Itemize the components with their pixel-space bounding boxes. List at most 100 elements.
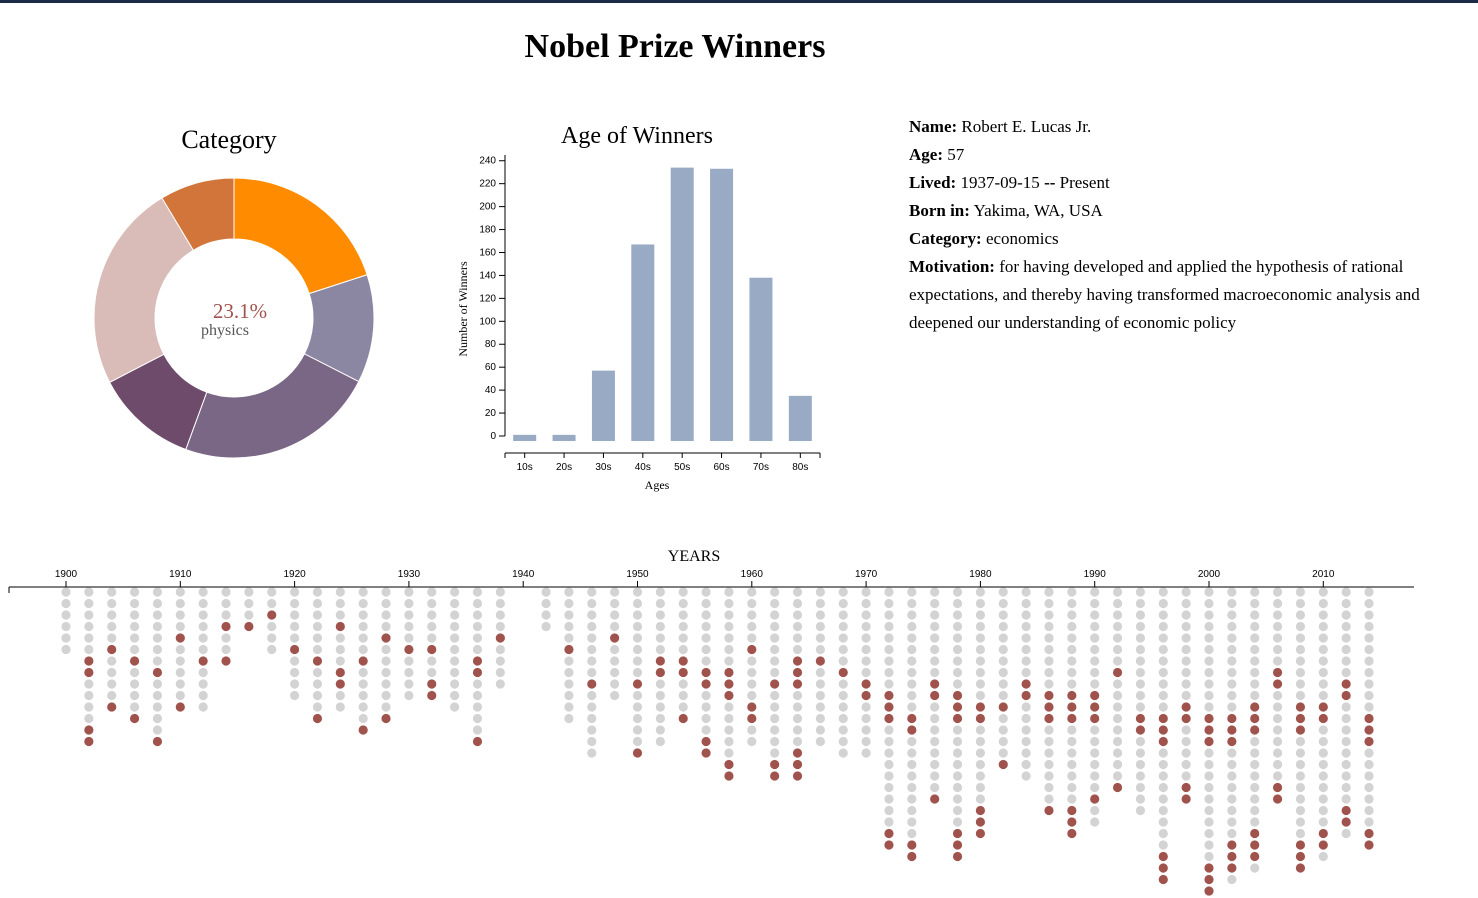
timeline-dot-1900-4[interactable] xyxy=(61,633,71,643)
timeline-dot-1928-10[interactable] xyxy=(381,702,391,712)
timeline-dot-1966-7[interactable] xyxy=(815,667,825,678)
timeline-dot-1972-3[interactable] xyxy=(884,621,894,632)
timeline-dot-2014-10[interactable] xyxy=(1364,702,1374,712)
timeline-dot-1994-18[interactable] xyxy=(1135,794,1146,804)
timeline-dot-1992-6[interactable] xyxy=(1112,656,1123,666)
timeline-dot-1966-12[interactable] xyxy=(815,725,825,735)
timeline-dot-1976-7[interactable] xyxy=(930,667,940,678)
timeline-dot-1988-11[interactable] xyxy=(1067,713,1077,724)
timeline-dot-1902-8[interactable] xyxy=(84,679,94,689)
timeline-dot-1970-11[interactable] xyxy=(861,713,871,724)
timeline-dot-1988-9[interactable] xyxy=(1067,690,1077,701)
timeline-dot-1980-6[interactable] xyxy=(975,656,986,666)
timeline-dot-1958-2[interactable] xyxy=(724,610,734,620)
timeline-dot-2006-17[interactable] xyxy=(1272,782,1283,793)
timeline-dot-1920-6[interactable] xyxy=(290,656,300,666)
timeline-dot-1982-14[interactable] xyxy=(998,748,1008,758)
timeline-dot-2004-24[interactable] xyxy=(1250,863,1260,873)
timeline-dot-2014-18[interactable] xyxy=(1364,794,1374,804)
timeline-dot-1932-7[interactable] xyxy=(427,667,437,678)
timeline-dot-1912-2[interactable] xyxy=(198,610,208,620)
timeline-dot-1990-15[interactable] xyxy=(1090,759,1100,770)
timeline-dot-1996-23[interactable] xyxy=(1158,851,1168,862)
timeline-dot-1952-3[interactable] xyxy=(655,621,665,632)
timeline-dot-1926-2[interactable] xyxy=(358,610,368,620)
timeline-dot-1962-5[interactable] xyxy=(770,644,780,655)
donut-slice-5[interactable] xyxy=(161,177,235,251)
histogram-bar-10s[interactable] xyxy=(513,434,537,441)
timeline-dot-1974-17[interactable] xyxy=(907,782,917,793)
timeline-dot-1952-4[interactable] xyxy=(655,633,665,643)
timeline-dot-1944-10[interactable] xyxy=(564,702,574,712)
timeline-dot-1946-6[interactable] xyxy=(587,656,597,666)
timeline-dot-2010-10[interactable] xyxy=(1318,702,1328,712)
timeline-dot-1942-1[interactable] xyxy=(541,598,551,609)
timeline-dot-1950-1[interactable] xyxy=(632,598,643,609)
timeline-dot-1994-17[interactable] xyxy=(1135,782,1146,793)
timeline-dot-1960-10[interactable] xyxy=(747,702,757,712)
timeline-dot-2008-8[interactable] xyxy=(1295,679,1306,689)
timeline-dot-2010-16[interactable] xyxy=(1318,771,1328,781)
timeline-dot-1906-9[interactable] xyxy=(129,690,140,701)
timeline-dot-1992-3[interactable] xyxy=(1112,621,1123,632)
timeline-dot-1920-2[interactable] xyxy=(290,610,300,620)
timeline-dot-2006-0[interactable] xyxy=(1272,587,1283,597)
timeline-dot-2012-17[interactable] xyxy=(1341,782,1351,793)
timeline-dot-1920-7[interactable] xyxy=(290,667,300,678)
timeline-dot-2014-6[interactable] xyxy=(1364,656,1374,666)
timeline-dot-1964-15[interactable] xyxy=(792,759,803,770)
timeline-dot-2014-4[interactable] xyxy=(1364,633,1374,643)
timeline-dot-1950-12[interactable] xyxy=(632,725,643,735)
timeline-dot-1924-8[interactable] xyxy=(335,679,345,689)
histogram-bar-30s[interactable] xyxy=(591,370,615,441)
timeline-dot-2002-25[interactable] xyxy=(1227,874,1237,885)
timeline-dot-2002-19[interactable] xyxy=(1227,805,1237,816)
timeline-dot-2014-20[interactable] xyxy=(1364,817,1374,827)
timeline-dot-2006-12[interactable] xyxy=(1272,725,1283,735)
timeline-dot-1964-5[interactable] xyxy=(792,644,803,655)
timeline-dot-2002-4[interactable] xyxy=(1227,633,1237,643)
timeline-dot-1904-8[interactable] xyxy=(107,679,117,689)
timeline-dot-1914-0[interactable] xyxy=(221,587,231,597)
timeline-dot-1984-14[interactable] xyxy=(1021,748,1031,758)
timeline-dot-1968-7[interactable] xyxy=(838,667,848,678)
timeline-dot-2004-1[interactable] xyxy=(1250,598,1260,609)
timeline-dot-1986-9[interactable] xyxy=(1044,690,1054,701)
timeline-dot-1990-6[interactable] xyxy=(1090,656,1100,666)
timeline-dot-1914-1[interactable] xyxy=(221,598,231,609)
timeline-dot-1914-5[interactable] xyxy=(221,644,231,655)
timeline-dot-1954-1[interactable] xyxy=(678,598,688,609)
timeline-dot-1990-19[interactable] xyxy=(1090,805,1100,816)
timeline-dot-2012-11[interactable] xyxy=(1341,713,1351,724)
timeline-dot-1980-4[interactable] xyxy=(975,633,986,643)
timeline-dot-1942-0[interactable] xyxy=(541,587,551,597)
timeline-dot-1922-7[interactable] xyxy=(312,667,323,678)
timeline-dot-1918-2[interactable] xyxy=(267,610,277,620)
timeline-dot-1956-9[interactable] xyxy=(701,690,711,701)
timeline-dot-1952-12[interactable] xyxy=(655,725,665,735)
timeline-dot-2002-20[interactable] xyxy=(1227,817,1237,827)
timeline-dot-1964-0[interactable] xyxy=(792,587,803,597)
timeline-dot-1956-7[interactable] xyxy=(701,667,711,678)
timeline-dot-1978-23[interactable] xyxy=(952,851,963,862)
timeline-dot-1930-9[interactable] xyxy=(404,690,414,701)
timeline-dot-1924-6[interactable] xyxy=(335,656,345,666)
timeline-dot-2000-3[interactable] xyxy=(1204,621,1214,632)
timeline-dot-1992-1[interactable] xyxy=(1112,598,1123,609)
timeline-dot-2002-10[interactable] xyxy=(1227,702,1237,712)
timeline-dot-1934-10[interactable] xyxy=(450,702,460,712)
timeline-dot-1908-1[interactable] xyxy=(152,598,163,609)
timeline-dot-2002-12[interactable] xyxy=(1227,725,1237,735)
timeline-dot-2004-5[interactable] xyxy=(1250,644,1260,655)
timeline-dot-2014-16[interactable] xyxy=(1364,771,1374,781)
timeline-dot-1988-4[interactable] xyxy=(1067,633,1077,643)
timeline-dot-1978-5[interactable] xyxy=(952,644,963,655)
timeline-dot-2010-15[interactable] xyxy=(1318,759,1328,770)
timeline-dot-1982-0[interactable] xyxy=(998,587,1008,597)
timeline-dot-1998-12[interactable] xyxy=(1181,725,1191,735)
timeline-dot-1936-9[interactable] xyxy=(472,690,483,701)
timeline-dot-2002-5[interactable] xyxy=(1227,644,1237,655)
timeline-dot-1952-0[interactable] xyxy=(655,587,665,597)
timeline-dot-1966-9[interactable] xyxy=(815,690,825,701)
timeline-dot-1958-7[interactable] xyxy=(724,667,734,678)
